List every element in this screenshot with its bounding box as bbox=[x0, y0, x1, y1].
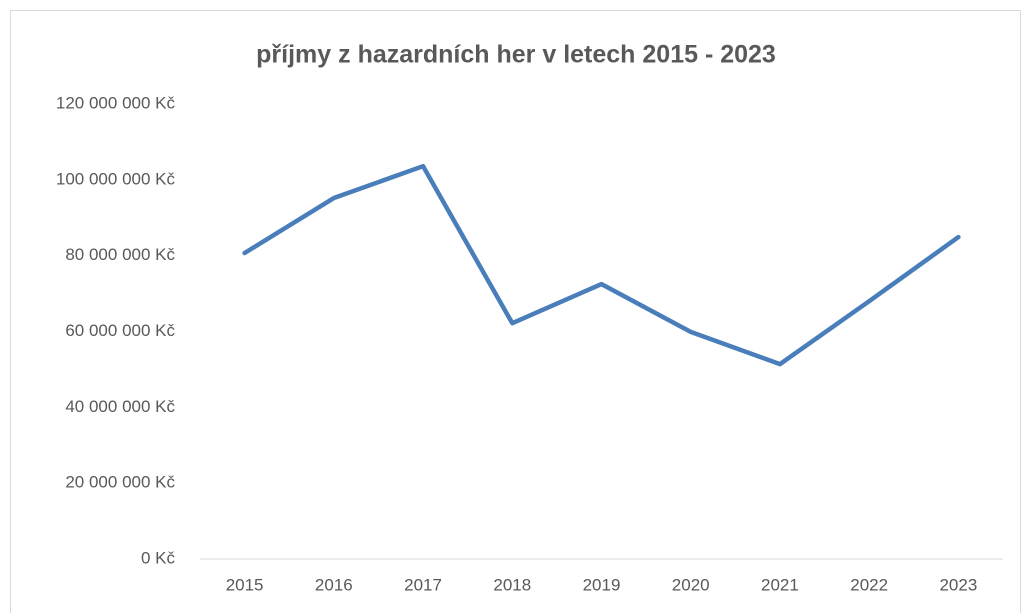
x-tick-label: 2017 bbox=[404, 575, 442, 594]
x-tick-label: 2018 bbox=[493, 575, 531, 594]
x-tick-label: 2016 bbox=[315, 575, 353, 594]
x-tick-label: 2021 bbox=[761, 575, 799, 594]
y-tick-label: 120 000 000 Kč bbox=[56, 93, 176, 112]
data-line bbox=[242, 163, 961, 367]
y-tick-label: 20 000 000 Kč bbox=[65, 473, 175, 492]
y-tick-label: 40 000 000 Kč bbox=[65, 397, 175, 416]
x-tick-label: 2015 bbox=[226, 575, 264, 594]
chart-title: příjmy z hazardních her v letech 2015 - … bbox=[256, 41, 776, 69]
y-tick-label: 0 Kč bbox=[141, 548, 176, 567]
y-tick-label: 100 000 000 Kč bbox=[56, 169, 176, 188]
y-tick-label: 80 000 000 Kč bbox=[65, 245, 175, 264]
y-tick-label: 60 000 000 Kč bbox=[65, 321, 175, 340]
x-tick-label: 2022 bbox=[850, 575, 888, 594]
x-tick-label: 2020 bbox=[672, 575, 710, 594]
x-tick-label: 2023 bbox=[939, 575, 977, 594]
x-tick-label: 2019 bbox=[583, 575, 621, 594]
